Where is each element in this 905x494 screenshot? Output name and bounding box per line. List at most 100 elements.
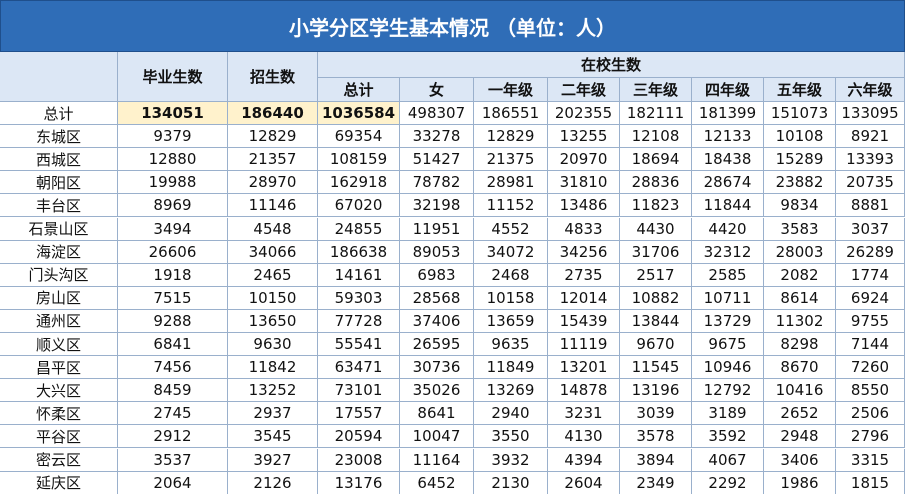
table-cell: 186551 (474, 102, 548, 126)
table-cell: 6983 (400, 263, 474, 287)
table-cell: 3231 (548, 402, 620, 426)
table-cell: 18694 (620, 148, 692, 172)
table-cell: 3037 (836, 217, 905, 241)
table-cell: 10946 (692, 356, 764, 380)
group-header: 在校生数 (318, 52, 905, 78)
row-label: 朝阳区 (0, 171, 118, 195)
table-cell: 13269 (474, 379, 548, 403)
table-cell: 2517 (620, 263, 692, 287)
table-cell: 13201 (548, 356, 620, 380)
table-cell: 2349 (620, 471, 692, 494)
table-cell: 186638 (318, 240, 400, 264)
table-cell: 67020 (318, 194, 400, 218)
row-label: 通州区 (0, 309, 118, 333)
table-cell: 108159 (318, 148, 400, 172)
table-cell: 2745 (118, 402, 228, 426)
row-label: 总计 (0, 102, 118, 126)
table-cell: 10047 (400, 425, 474, 449)
table-cell: 2082 (764, 263, 836, 287)
table-cell: 11164 (400, 448, 474, 472)
table-cell: 28970 (228, 171, 318, 195)
row-label: 昌平区 (0, 356, 118, 380)
table-cell: 3406 (764, 448, 836, 472)
table-cell: 2468 (474, 263, 548, 287)
column-header: 六年级 (836, 78, 905, 102)
table-cell: 26595 (400, 333, 474, 357)
table-cell: 77728 (318, 309, 400, 333)
table-cell: 7456 (118, 356, 228, 380)
table-cell: 498307 (400, 102, 474, 126)
table-cell: 13196 (620, 379, 692, 403)
table-cell: 20970 (548, 148, 620, 172)
table-cell: 12108 (620, 125, 692, 149)
table-cell: 7515 (118, 286, 228, 310)
row-label: 平谷区 (0, 425, 118, 449)
table-cell: 11152 (474, 194, 548, 218)
table-cell: 3537 (118, 448, 228, 472)
table-cell: 11302 (764, 309, 836, 333)
table-cell: 23882 (764, 171, 836, 195)
table-cell: 14878 (548, 379, 620, 403)
table-cell: 34072 (474, 240, 548, 264)
table-cell: 26289 (836, 240, 905, 264)
table-cell: 8921 (836, 125, 905, 149)
table-cell: 9755 (836, 309, 905, 333)
table-cell: 33278 (400, 125, 474, 149)
table-cell: 28674 (692, 171, 764, 195)
table-cell: 20594 (318, 425, 400, 449)
table-cell: 4833 (548, 217, 620, 241)
table-cell: 8641 (400, 402, 474, 426)
table-cell: 9675 (692, 333, 764, 357)
table-cell: 4130 (548, 425, 620, 449)
column-header: 二年级 (548, 78, 620, 102)
table-cell: 10882 (620, 286, 692, 310)
row-label: 大兴区 (0, 379, 118, 403)
table-cell: 4420 (692, 217, 764, 241)
table-cell: 26606 (118, 240, 228, 264)
table-cell: 3927 (228, 448, 318, 472)
table-cell: 3932 (474, 448, 548, 472)
table-cell: 28836 (620, 171, 692, 195)
table-cell: 34066 (228, 240, 318, 264)
table-cell: 6924 (836, 286, 905, 310)
table-cell: 11146 (228, 194, 318, 218)
row-label: 海淀区 (0, 240, 118, 264)
table-cell: 7260 (836, 356, 905, 380)
table-cell: 4394 (548, 448, 620, 472)
table-cell: 18438 (692, 148, 764, 172)
table-cell: 8969 (118, 194, 228, 218)
table-cell: 2130 (474, 471, 548, 494)
table-cell: 182111 (620, 102, 692, 126)
table-cell: 2652 (764, 402, 836, 426)
table-cell: 89053 (400, 240, 474, 264)
table-cell: 78782 (400, 171, 474, 195)
table-cell: 3039 (620, 402, 692, 426)
table-cell: 2465 (228, 263, 318, 287)
table-cell: 23008 (318, 448, 400, 472)
table-cell: 3315 (836, 448, 905, 472)
table-cell: 2292 (692, 471, 764, 494)
row-label: 丰台区 (0, 194, 118, 218)
table-cell: 55541 (318, 333, 400, 357)
table-cell: 12829 (228, 125, 318, 149)
table-cell: 15289 (764, 148, 836, 172)
table-cell: 9379 (118, 125, 228, 149)
table-cell: 13393 (836, 148, 905, 172)
table-cell: 4430 (620, 217, 692, 241)
table-cell: 9670 (620, 333, 692, 357)
table-cell: 12880 (118, 148, 228, 172)
table-cell: 34256 (548, 240, 620, 264)
table-cell: 9630 (228, 333, 318, 357)
table-cell: 3583 (764, 217, 836, 241)
table-cell: 28003 (764, 240, 836, 264)
table-cell: 202355 (548, 102, 620, 126)
table-cell: 13729 (692, 309, 764, 333)
column-header: 三年级 (620, 78, 692, 102)
table-cell: 1986 (764, 471, 836, 494)
table-cell: 4552 (474, 217, 548, 241)
table-title: 小学分区学生基本情况 （单位：人） (0, 0, 905, 52)
table-cell: 162918 (318, 171, 400, 195)
row-label: 石景山区 (0, 217, 118, 241)
table-cell: 8670 (764, 356, 836, 380)
